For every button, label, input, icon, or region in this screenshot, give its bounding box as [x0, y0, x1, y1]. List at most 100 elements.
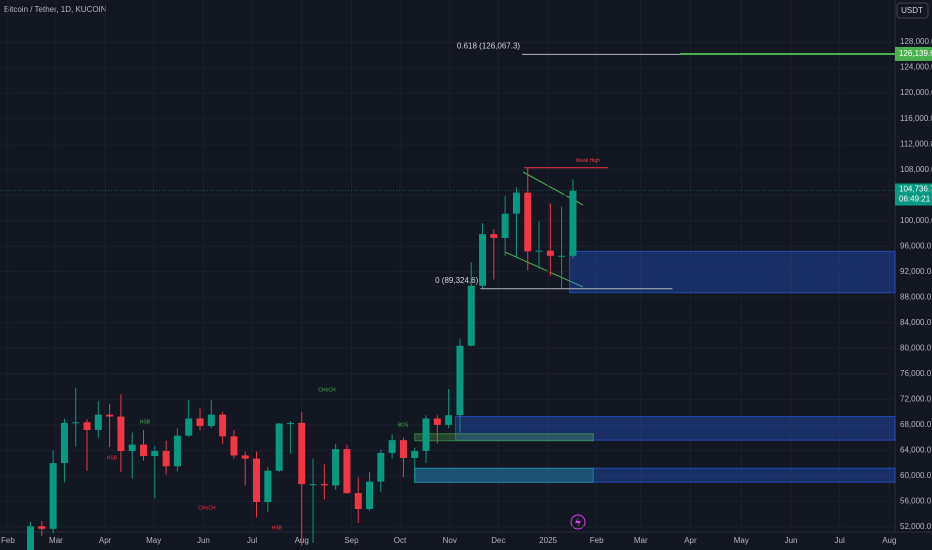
level-label: 0.618 (126,067.3) [457, 42, 520, 51]
level-label: Weak High [576, 158, 601, 164]
candle-body [128, 444, 136, 451]
candle-body [27, 526, 35, 550]
candle-body [332, 449, 340, 486]
x-tick-label: Apr [99, 536, 112, 545]
y-tick-label: 120,000.0 [900, 88, 932, 97]
candle-body [286, 422, 294, 424]
y-tick-label: 96,000.0 [900, 241, 932, 250]
candle-body [479, 234, 487, 286]
annotation: HSB [107, 455, 118, 461]
y-tick-label: 128,000.0 [900, 37, 932, 46]
last-price-label: 104,736.7 [899, 185, 932, 194]
candle-body [411, 450, 419, 459]
candle-body [377, 452, 385, 482]
candle-body [524, 192, 532, 252]
candle-body [558, 255, 566, 257]
countdown-label: 06:49:21 [899, 195, 931, 204]
x-tick-label: Oct [394, 536, 407, 545]
annotation: BOS [398, 422, 409, 428]
candle-body [196, 418, 204, 427]
candle-body [343, 449, 351, 494]
x-tick-label: Sep [344, 536, 359, 545]
y-tick-label: 124,000.0 [900, 63, 932, 72]
candle-body [309, 484, 317, 486]
y-tick-label: 56,000.0 [900, 496, 932, 505]
y-tick-label: 84,000.0 [900, 318, 932, 327]
x-tick-label: Apr [684, 536, 697, 545]
zone [414, 433, 594, 442]
annotation: CHoCH [318, 387, 336, 393]
y-tick-label: 88,000.0 [900, 292, 932, 301]
candle-body [49, 463, 57, 529]
x-tick-label: May [734, 536, 749, 545]
x-tick-label: Mar [634, 536, 648, 545]
candle-body [546, 250, 554, 256]
candle-body [117, 416, 125, 451]
candle-body [94, 414, 102, 430]
candle-body [399, 440, 407, 459]
candle-body [366, 481, 374, 510]
lightning-icon [570, 514, 586, 530]
candle-body [185, 418, 193, 436]
candle-body [230, 436, 238, 456]
candle-body [140, 444, 148, 457]
y-tick-label: 68,000.0 [900, 420, 932, 429]
zone [414, 467, 594, 483]
y-tick-label: 112,000.0 [900, 139, 932, 148]
x-tick-label: Jul [247, 536, 257, 545]
y-tick-label: 108,000.0 [900, 165, 932, 174]
currency-button[interactable] [896, 2, 929, 19]
candle-body [433, 418, 441, 425]
candle-body [535, 250, 543, 252]
candle-body [83, 422, 91, 430]
x-tick-label: May [146, 536, 161, 545]
y-tick-label: 72,000.0 [900, 394, 932, 403]
candle-body [241, 455, 249, 459]
y-tick-label: 52,000.0 [900, 522, 932, 531]
candle-body [320, 484, 328, 486]
candle-body [264, 470, 272, 503]
candle-body [354, 493, 362, 510]
candle-body [207, 414, 215, 427]
chart-title: Bitcoin / Tether, 1D, KUCOIN [4, 5, 107, 14]
level-label: 0 (89,324.6) [435, 276, 478, 285]
candle-body [219, 414, 227, 437]
candle-body [253, 458, 261, 503]
x-tick-label: Aug [882, 536, 896, 545]
x-tick-label: 2025 [539, 536, 557, 545]
candle-body [467, 285, 475, 346]
x-tick-label: Mar [49, 536, 63, 545]
level-price-box [895, 46, 932, 61]
annotation: HSB [140, 419, 151, 425]
candle-body [456, 345, 464, 416]
candle-body [60, 422, 68, 464]
candle-body [388, 440, 396, 453]
x-tick-label: Nov [443, 536, 457, 545]
candle-body [275, 423, 283, 471]
candle-body [490, 234, 498, 238]
x-tick-label: Jul [835, 536, 845, 545]
candle-body [162, 450, 170, 467]
candle-body [173, 435, 181, 467]
x-tick-label: Dec [491, 536, 505, 545]
last-price-box [895, 183, 932, 206]
currency-label[interactable]: USDT [901, 6, 923, 15]
candle-body [298, 422, 306, 485]
y-tick-label: 80,000.0 [900, 343, 932, 352]
candle-body [422, 418, 430, 451]
x-tick-label: Jun [197, 536, 210, 545]
candle-body [569, 190, 577, 256]
x-tick-label: Feb [590, 536, 604, 545]
candle-body [72, 422, 80, 424]
candle-body [512, 192, 520, 214]
y-tick-label: 76,000.0 [900, 369, 932, 378]
y-tick-label: 60,000.0 [900, 471, 932, 480]
y-tick-label: 100,000.0 [900, 216, 932, 225]
candle-body [445, 415, 453, 425]
y-tick-label: 92,000.0 [900, 267, 932, 276]
zone [569, 250, 896, 294]
candle-body [38, 526, 46, 529]
